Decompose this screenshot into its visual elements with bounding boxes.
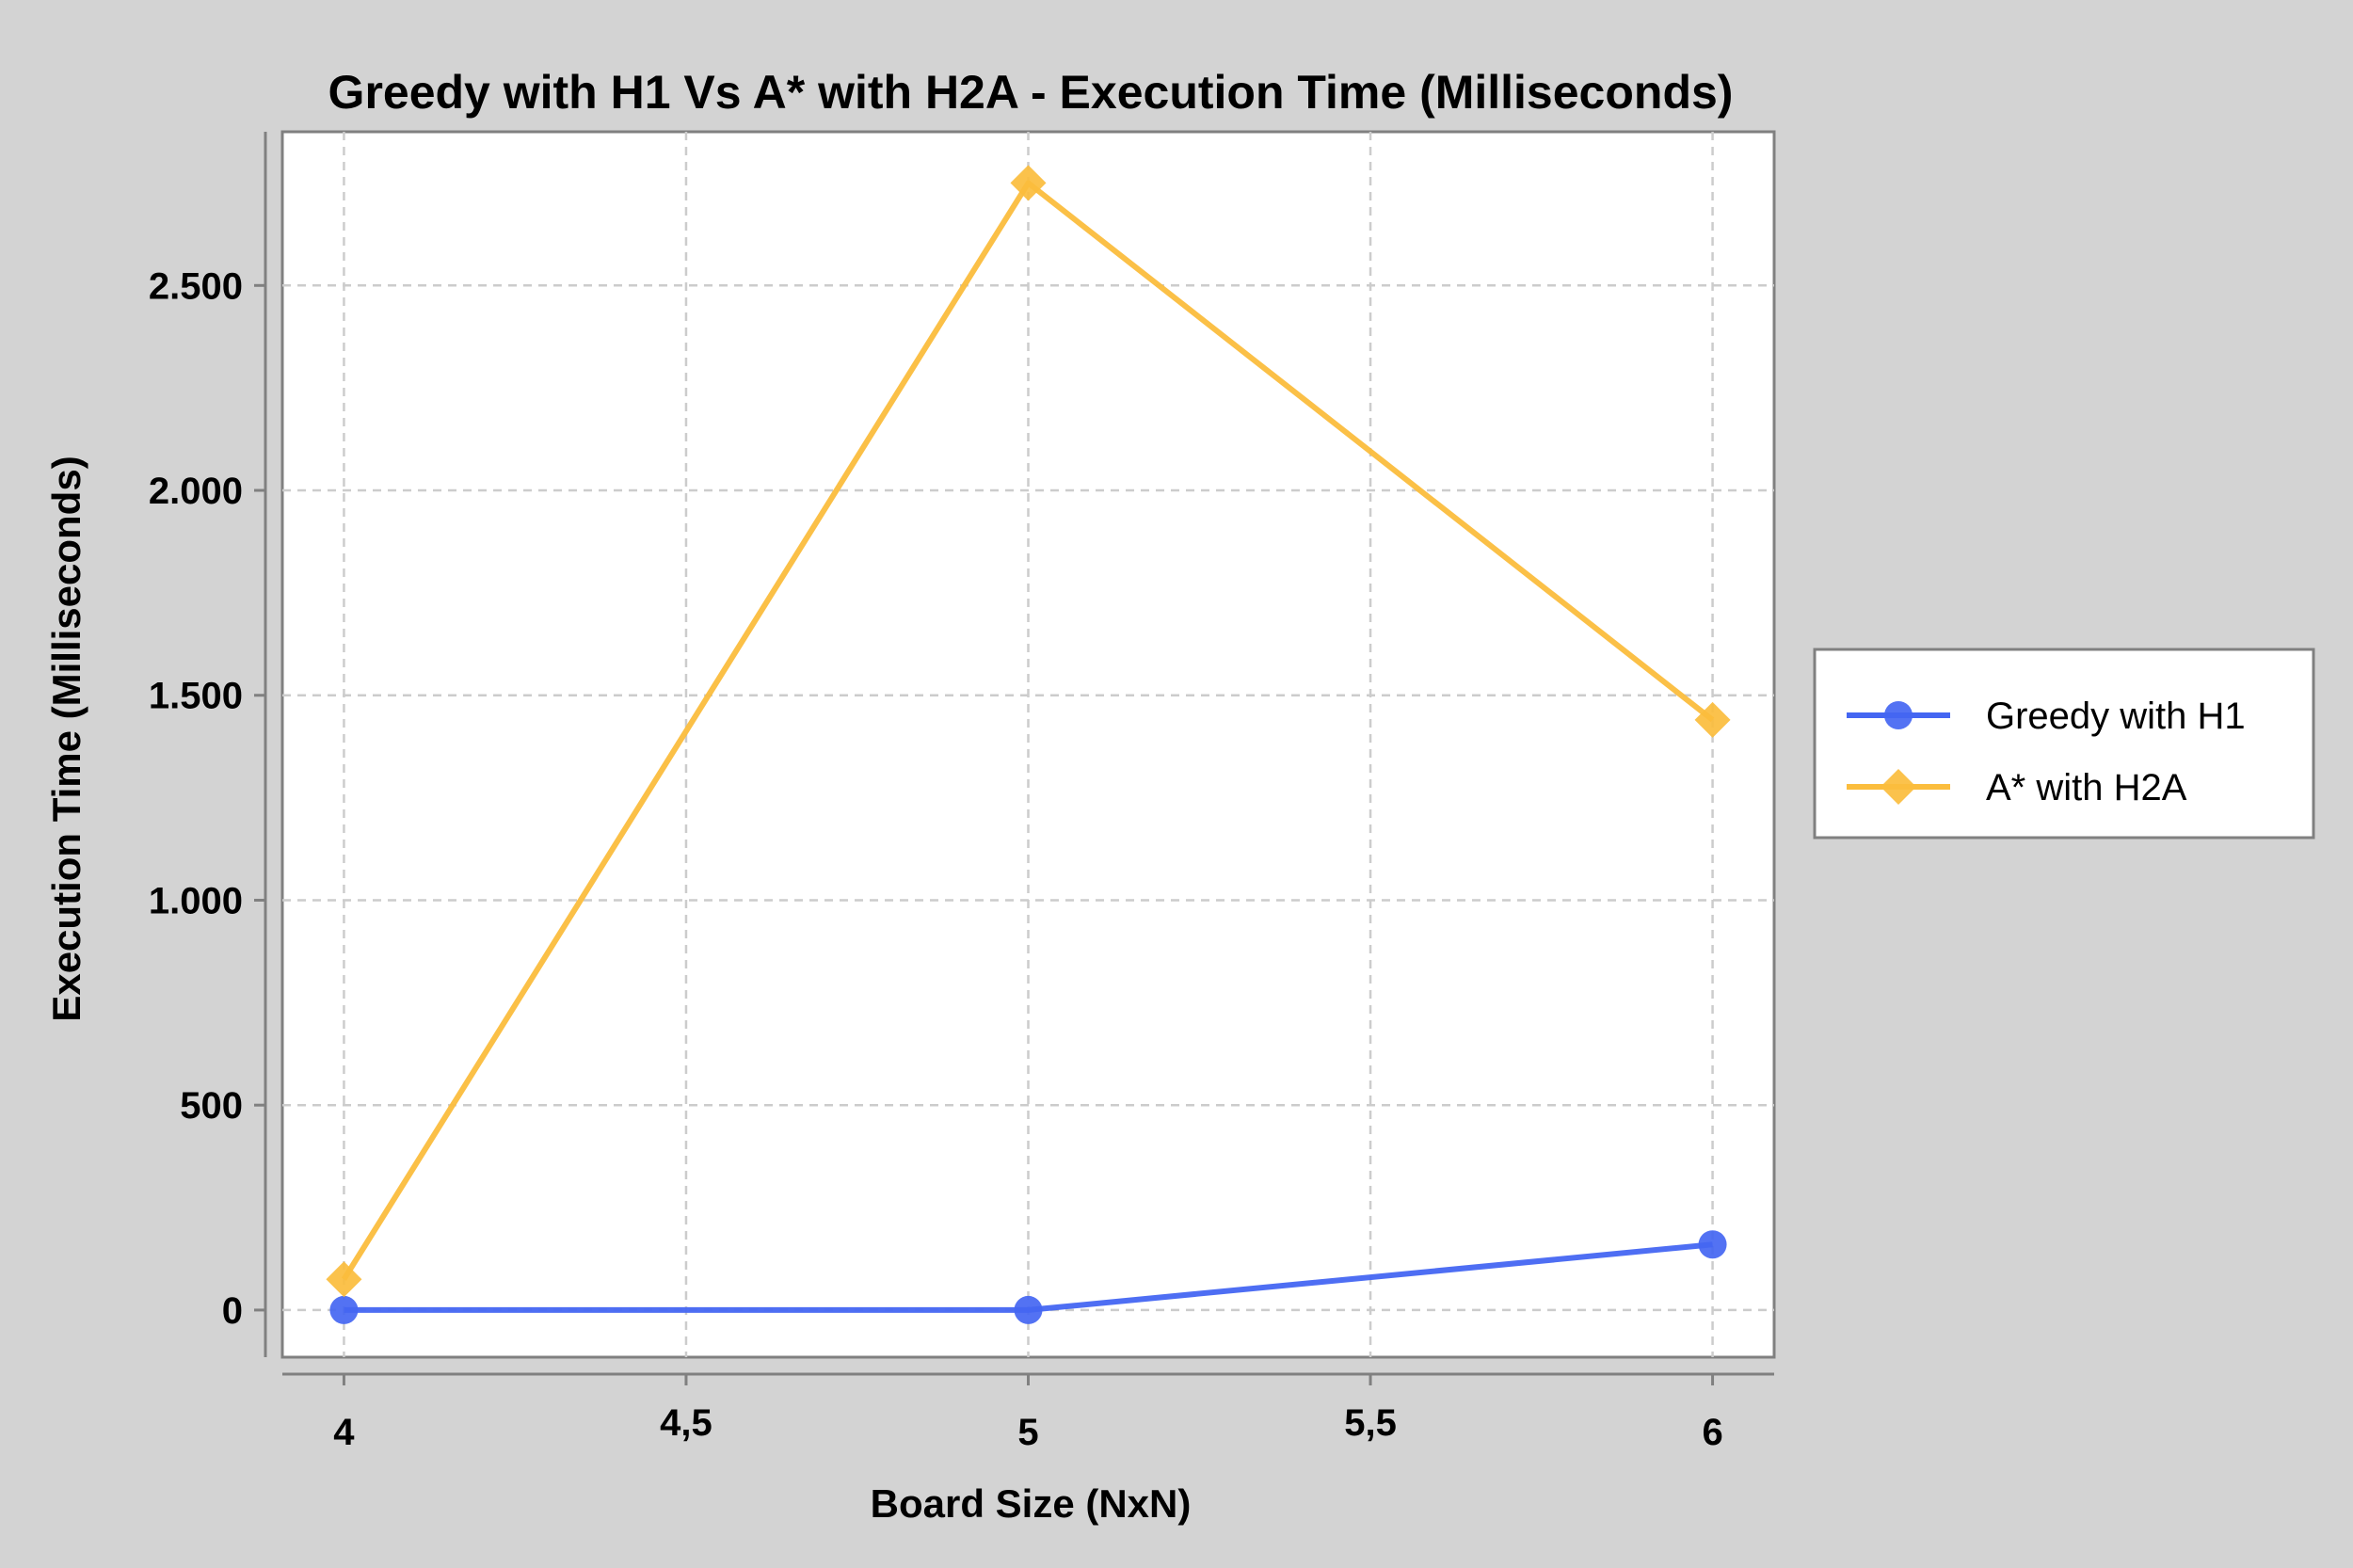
legend: Greedy with H1 A* with H2A xyxy=(1813,648,2315,840)
y-axis-label: Execution Time (Milliseconds) xyxy=(44,456,88,1021)
y-tick-label: 500 xyxy=(180,1085,243,1127)
legend-label: Greedy with H1 xyxy=(1986,696,2246,737)
data-point xyxy=(329,1295,359,1324)
y-tick-label: 0 xyxy=(222,1290,243,1332)
series-greedy-h1 xyxy=(329,1230,1727,1324)
data-point xyxy=(1698,1230,1727,1259)
y-tick-label: 2.500 xyxy=(149,265,243,307)
series-group xyxy=(326,165,1731,1324)
y-tick-label: 1.000 xyxy=(149,880,243,921)
series-astar-h2a xyxy=(326,165,1731,1298)
data-point xyxy=(1014,1295,1043,1324)
x-tick-label: 4,5 xyxy=(660,1402,712,1444)
y-axis-ticks: 0 500 1.000 1.500 2.000 2.500 xyxy=(149,265,265,1332)
x-axis-label: Board Size (NxN) xyxy=(871,1481,1192,1526)
chart-title: Greedy with H1 Vs A* with H2A - Executio… xyxy=(328,66,1734,119)
legend-label: A* with H2A xyxy=(1986,767,2187,808)
x-axis-ticks: 4 4,5 5 5,5 6 xyxy=(333,1374,1723,1453)
data-point xyxy=(1010,165,1047,201)
legend-box xyxy=(1813,648,2315,840)
data-point xyxy=(326,1261,362,1298)
legend-marker xyxy=(1881,769,1916,805)
y-tick-label: 1.500 xyxy=(149,676,243,717)
x-tick-label: 6 xyxy=(1702,1412,1722,1453)
y-tick-label: 2.000 xyxy=(149,471,243,512)
data-point xyxy=(1694,701,1731,738)
x-tick-label: 5,5 xyxy=(1344,1402,1397,1444)
x-tick-label: 5 xyxy=(1017,1412,1038,1453)
x-tick-label: 4 xyxy=(333,1412,355,1453)
legend-marker xyxy=(1884,701,1913,729)
